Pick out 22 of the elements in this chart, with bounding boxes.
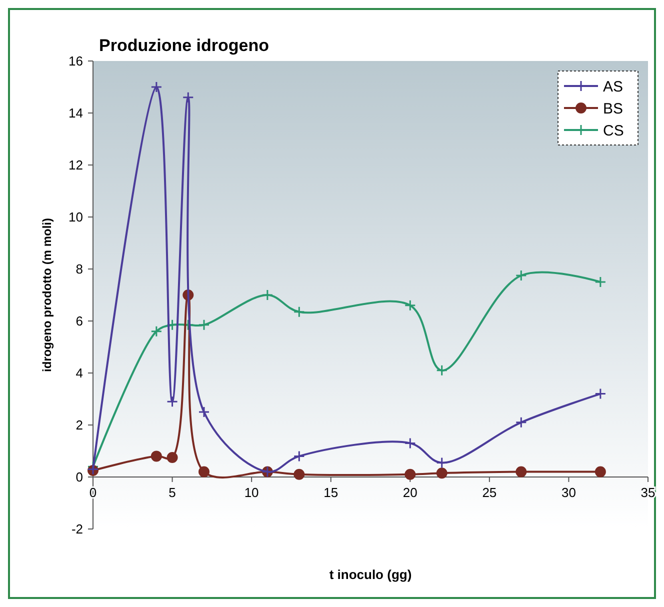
y-tick-label: 14 [68, 106, 83, 121]
y-tick-label: 8 [76, 262, 83, 277]
x-tick-label: 30 [561, 485, 576, 500]
x-tick-label: 15 [324, 485, 338, 500]
x-tick-label: 10 [244, 485, 259, 500]
x-tick-label: 20 [402, 485, 418, 500]
y-tick-label: 12 [68, 158, 83, 173]
legend-label: BS [603, 100, 624, 118]
y-axis-title: idrogeno prodotto (m moli) [40, 218, 54, 372]
y-tick-label: 0 [76, 470, 83, 485]
chart-title: Produzione idrogeno [99, 36, 269, 55]
legend-label: AS [603, 78, 624, 96]
y-tick-label: 4 [76, 366, 83, 381]
y-tick-label: -2 [71, 522, 83, 537]
y-tick-label: 16 [68, 54, 83, 69]
y-tick-label: 6 [76, 314, 83, 329]
y-tick-label: 10 [68, 210, 83, 225]
x-tick-label: 5 [168, 485, 176, 500]
x-axis-title: t inoculo (gg) [329, 567, 412, 582]
y-tick-label: 2 [76, 418, 83, 433]
x-tick-label: 25 [482, 485, 497, 500]
legend-label: CS [603, 122, 624, 140]
